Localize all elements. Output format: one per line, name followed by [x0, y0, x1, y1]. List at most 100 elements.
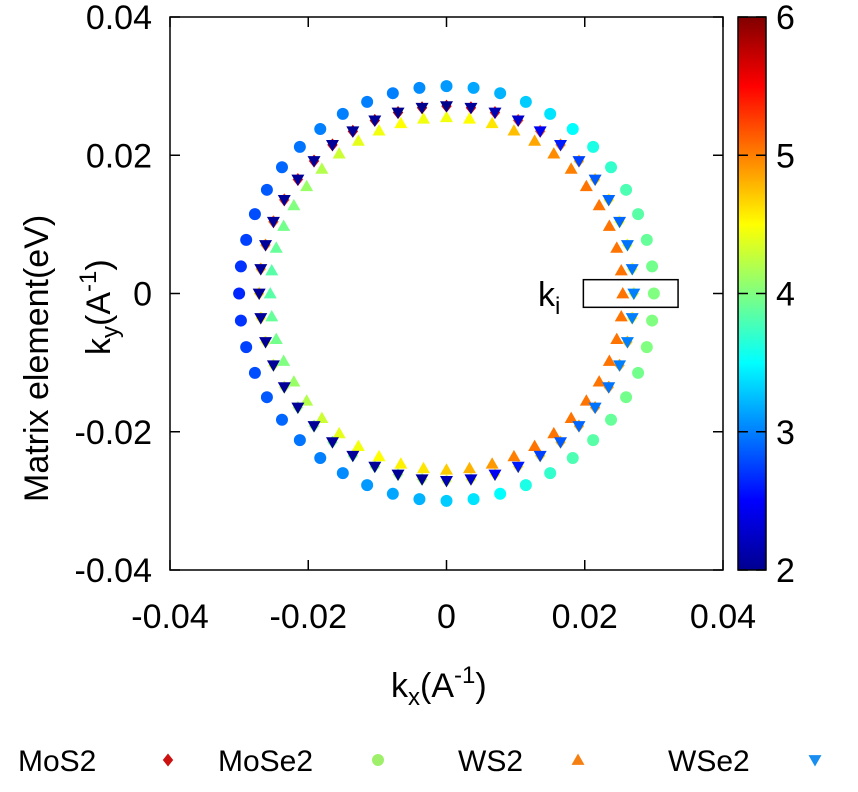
x-tick-label: 0 — [437, 598, 456, 636]
data-point-wse2 — [572, 421, 586, 433]
ki-box — [582, 278, 679, 309]
colorbar-label: Matrix element(eV) — [18, 215, 56, 502]
data-point-mose2 — [640, 233, 653, 246]
data-point-wse2 — [625, 264, 639, 276]
data-point-ws2 — [269, 241, 283, 253]
x-tick-label: -0.04 — [131, 598, 209, 636]
data-point-mose2 — [233, 287, 246, 300]
legend-label-mos2: MoS2 — [18, 745, 96, 778]
data-point-ws2 — [579, 179, 593, 192]
data-point-ws2 — [315, 162, 329, 174]
colorbar-tick-label: 4 — [776, 276, 795, 314]
colorbar-ticks: 6 5 4 3 2 — [738, 0, 795, 590]
data-point-wse2 — [266, 360, 280, 372]
legend-marker-wse2 — [808, 755, 822, 767]
data-point-ws2 — [394, 116, 408, 129]
colorbar-tick-label: 6 — [776, 0, 795, 37]
data-point-wse2 — [554, 140, 568, 152]
data-point-ws2 — [528, 134, 542, 146]
data-point-wse2 — [511, 115, 525, 127]
data-point-mose2 — [293, 140, 306, 153]
data-point-ws2 — [485, 457, 499, 469]
data-point-ws2 — [300, 179, 314, 192]
data-point-ws2 — [602, 219, 616, 231]
data-point-mose2 — [440, 80, 453, 93]
data-point-mose2 — [234, 260, 247, 273]
data-point-mose2 — [361, 479, 374, 492]
y-tick-label: 0.04 — [86, 0, 152, 37]
data-point-mose2 — [413, 81, 426, 94]
data-point-ws2 — [592, 198, 606, 211]
ki-label: ki — [538, 276, 560, 320]
data-point-ws2 — [507, 449, 521, 462]
data-point-wse2 — [325, 437, 339, 449]
data-point-mose2 — [544, 107, 557, 120]
data-point-ws2 — [616, 287, 630, 299]
data-point-mose2 — [566, 452, 579, 465]
x-tick-label: 0.04 — [690, 598, 756, 636]
data-points — [233, 80, 660, 507]
data-point-wse2 — [464, 474, 478, 486]
data-point-mose2 — [260, 391, 273, 404]
data-point-wse2 — [346, 126, 360, 138]
legend-label-wse2: WSe2 — [668, 745, 750, 778]
data-point-ws2 — [416, 461, 430, 474]
x-tick-label: 0.02 — [552, 598, 618, 636]
data-point-mose2 — [361, 95, 374, 108]
data-point-mose2 — [620, 183, 633, 196]
y-tick-label: 0 — [133, 276, 152, 314]
colorbar-tick-label: 5 — [776, 137, 795, 175]
data-point-ws2 — [351, 439, 365, 452]
data-point-mose2 — [234, 314, 247, 327]
data-point-mose2 — [440, 494, 453, 507]
data-point-ws2 — [547, 147, 561, 159]
data-point-mose2 — [646, 260, 659, 273]
data-point-wse2 — [533, 450, 547, 463]
data-point-mose2 — [605, 413, 618, 426]
data-point-wse2 — [533, 126, 547, 138]
axis-ticks: -0.04 -0.02 0 0.02 0.04 0.04 0.02 0 -0.02 -0.04 — [75, 0, 757, 636]
data-point-ws2 — [277, 354, 291, 366]
data-point-mose2 — [632, 208, 645, 221]
data-point-wse2 — [511, 461, 525, 474]
y-tick-label: 0.02 — [86, 137, 152, 175]
data-point-wse2 — [625, 313, 639, 325]
data-point-ws2 — [463, 112, 477, 124]
data-point-mose2 — [240, 341, 253, 354]
data-point-ws2 — [463, 461, 477, 474]
data-point-wse2 — [488, 107, 502, 120]
data-point-mose2 — [587, 434, 600, 447]
data-point-wse2 — [554, 437, 568, 449]
data-point-ws2 — [592, 375, 606, 387]
data-point-mose2 — [632, 366, 645, 379]
data-point-wse2 — [613, 360, 627, 372]
legend-marker-mos2 — [162, 753, 174, 767]
data-point-mose2 — [467, 81, 480, 94]
data-point-ws2 — [547, 426, 561, 439]
colorbar-tick-label: 2 — [776, 552, 795, 590]
data-point-wse2 — [277, 382, 291, 394]
data-point-mose2 — [605, 161, 618, 174]
data-point-ws2 — [332, 426, 346, 439]
data-point-wse2 — [391, 469, 405, 481]
data-point-wse2 — [464, 102, 478, 115]
data-point-wse2 — [440, 475, 453, 488]
data-point-mose2 — [275, 161, 288, 174]
data-point-ws2 — [610, 241, 624, 253]
data-point-mose2 — [336, 467, 349, 480]
data-point-wse2 — [368, 115, 382, 127]
data-point-wse2 — [254, 264, 268, 276]
legend-label-mose2: MoSe2 — [218, 745, 313, 778]
data-point-ws2 — [416, 112, 430, 124]
y-tick-label: -0.04 — [75, 552, 153, 590]
data-point-ws2 — [528, 439, 542, 452]
data-point-mose2 — [566, 122, 579, 135]
data-point-ws2 — [507, 124, 521, 136]
data-point-ws2 — [440, 463, 453, 475]
data-point-ws2 — [372, 449, 386, 462]
data-point-ws2 — [287, 198, 301, 211]
data-point-mose2 — [587, 140, 600, 153]
data-point-ws2 — [564, 411, 578, 424]
data-point-mose2 — [386, 487, 399, 500]
